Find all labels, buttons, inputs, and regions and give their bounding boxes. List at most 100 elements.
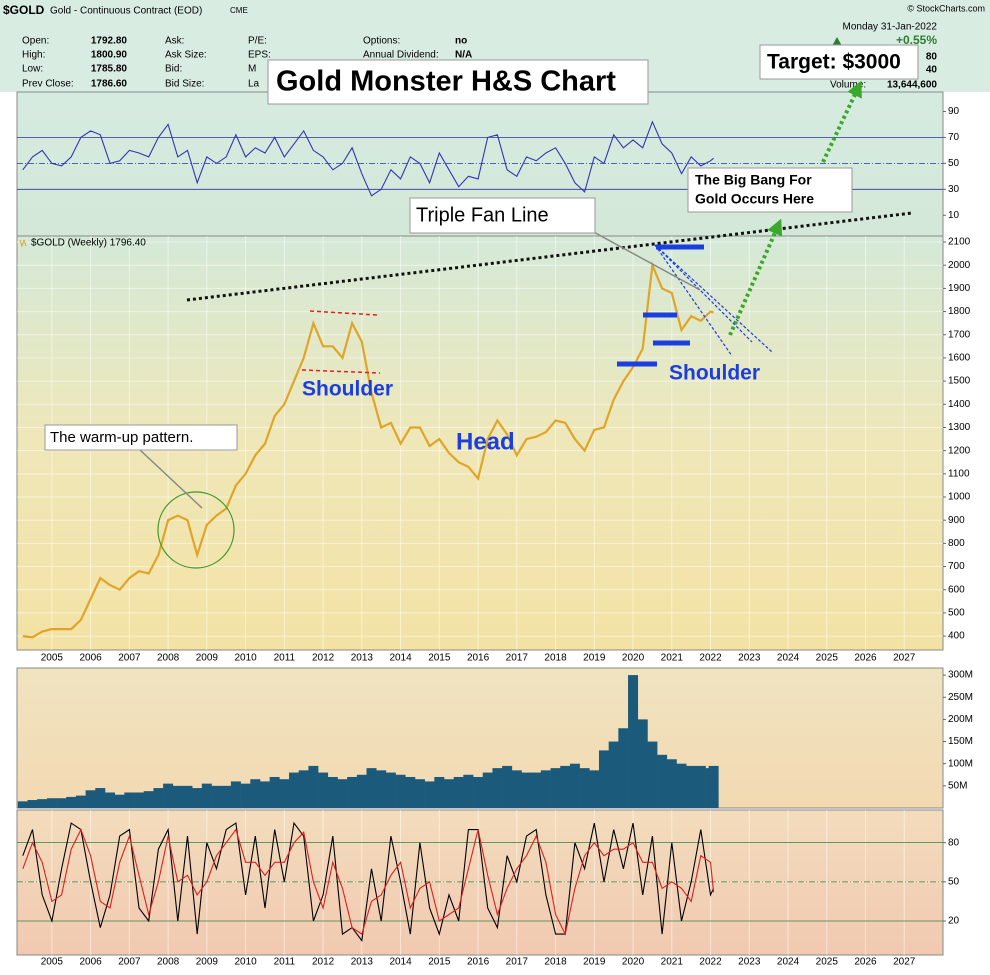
volume-bar xyxy=(550,768,561,808)
level-bars xyxy=(617,244,704,367)
y-tick-label: 1300 xyxy=(948,422,971,433)
y-tick-label: 500 xyxy=(948,608,965,619)
quote-value: 1792.80 xyxy=(91,36,128,47)
x-tick-label: 2007 xyxy=(118,653,141,664)
annotation-box xyxy=(759,44,919,80)
x-tick-label: 2023 xyxy=(738,957,761,968)
volume-bar xyxy=(201,783,212,808)
callout-pointer xyxy=(139,449,203,509)
x-tick-label: 2022 xyxy=(699,653,722,664)
y-tick-label: 100M xyxy=(948,758,973,769)
y-tick-label: 2000 xyxy=(948,260,971,271)
date: Monday 31-Jan-2022 xyxy=(842,22,937,33)
volume-bar xyxy=(531,772,542,808)
volume-bar xyxy=(192,788,203,808)
x-tick-label: 2019 xyxy=(583,653,606,664)
annotation: Shoulder xyxy=(302,378,393,401)
y-tick-label: 1500 xyxy=(948,376,971,387)
y-tick-label: 700 xyxy=(948,561,965,572)
volume-bar xyxy=(569,763,580,808)
volume-bar xyxy=(153,788,164,808)
x-tick-label: 2018 xyxy=(544,957,567,968)
description: Gold - Continuous Contract (EOD) xyxy=(50,6,202,17)
y-tick-label: 10 xyxy=(948,210,960,221)
volume-bar xyxy=(259,781,270,808)
volume-bar xyxy=(453,776,464,808)
volume-bar xyxy=(337,779,348,808)
quote-fragment: 40 xyxy=(926,65,938,76)
y-tick-label: 90 xyxy=(948,106,960,117)
x-tick-label: 2008 xyxy=(157,653,180,664)
change: +0.55% xyxy=(896,33,937,47)
volume-bar xyxy=(269,776,280,808)
y-tick-label: 2100 xyxy=(948,237,971,248)
x-tick-label: 2016 xyxy=(467,957,490,968)
series-line xyxy=(22,821,715,943)
volume-bar xyxy=(221,785,232,808)
quote-label: Bid: xyxy=(165,64,182,75)
volume-bar xyxy=(560,765,571,808)
volume-bar xyxy=(95,788,106,808)
annotation-box xyxy=(409,197,596,234)
callout-pointer xyxy=(589,229,701,291)
quote-value: 1785.80 xyxy=(91,64,128,75)
volume-bar xyxy=(618,728,629,808)
volume-bar xyxy=(172,785,183,808)
y-tick-label: 1800 xyxy=(948,306,971,317)
x-tick-label: 2024 xyxy=(777,957,800,968)
y-tick-label: 1400 xyxy=(948,399,971,410)
x-tick-label: 2013 xyxy=(351,957,374,968)
y-tick-label: 70 xyxy=(948,132,960,143)
x-tick-label: 2007 xyxy=(118,957,141,968)
quote-label: Low: xyxy=(22,64,43,75)
volume-bar xyxy=(444,779,455,808)
x-tick-label: 2026 xyxy=(854,653,877,664)
y-tick-label: 900 xyxy=(948,515,965,526)
x-tick-label: 2018 xyxy=(544,653,567,664)
target-arrow xyxy=(728,218,783,336)
volume-bar xyxy=(104,792,115,808)
y-tick-label: 400 xyxy=(948,631,965,642)
volume-bar xyxy=(540,770,551,808)
x-tick-label: 2022 xyxy=(699,957,722,968)
annotation: The Big Bang For xyxy=(695,172,812,188)
x-tick-label: 2021 xyxy=(661,653,684,664)
volume-bar xyxy=(657,754,668,808)
volume-bar xyxy=(598,750,609,808)
quote-value: no xyxy=(455,36,467,47)
volume-bar xyxy=(37,799,48,808)
y-tick-label: 150M xyxy=(948,736,973,747)
copyright: © StockCharts.com xyxy=(907,3,985,13)
volume-bar xyxy=(395,774,406,808)
x-tick-label: 2014 xyxy=(389,653,412,664)
volume-bar xyxy=(327,776,338,808)
quote-fragment: 80 xyxy=(926,52,938,63)
quote-label: Open: xyxy=(22,36,49,47)
volume-bar xyxy=(463,774,474,808)
volume-bar xyxy=(143,791,154,808)
x-tick-label: 2012 xyxy=(312,653,335,664)
volume-bar xyxy=(318,772,329,808)
legend-icon xyxy=(19,239,27,248)
x-tick-label: 2009 xyxy=(196,653,219,664)
y-tick-label: 50 xyxy=(948,158,960,169)
x-tick-label: 2015 xyxy=(428,957,451,968)
annotation: Head xyxy=(456,428,515,455)
annotation: Shoulder xyxy=(669,362,760,385)
title-box xyxy=(267,59,649,105)
quote-label: Prev Close: xyxy=(22,79,74,90)
volume-bar xyxy=(356,774,367,808)
y-tick-label: 1600 xyxy=(948,353,971,364)
volume-bar xyxy=(686,765,697,808)
x-tick-label: 2014 xyxy=(389,957,412,968)
fan-lines xyxy=(654,244,773,357)
x-tick-label: 2011 xyxy=(274,957,296,968)
volume-bar xyxy=(492,768,503,808)
x-tick-label: 2025 xyxy=(816,653,839,664)
y-tick-label: 1900 xyxy=(948,283,971,294)
y-tick-label: 80 xyxy=(948,837,960,848)
volume-bar xyxy=(289,772,300,808)
volume-bar xyxy=(279,779,290,808)
series-line xyxy=(22,828,715,936)
y-tick-label: 50 xyxy=(948,876,960,887)
